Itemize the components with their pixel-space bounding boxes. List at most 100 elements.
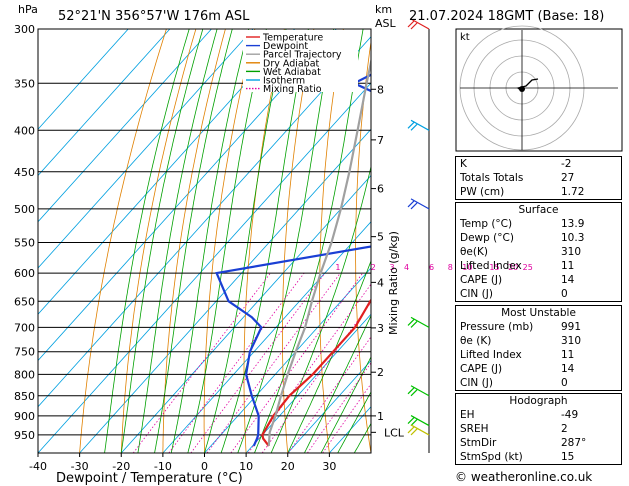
surface-cape-value: 14 (561, 274, 575, 286)
altitude-tick-label: 4 (377, 276, 384, 289)
wet-adiabat-line (187, 29, 267, 453)
dewpoint-line (215, 73, 371, 447)
pressure-tick-label: 600 (14, 267, 35, 280)
isotherm-line (162, 221, 371, 453)
wind-barb (407, 316, 430, 328)
isotherm-line (38, 29, 212, 223)
x-tick-label: -40 (29, 460, 47, 473)
isotherm-line (38, 82, 371, 453)
k-label: K (460, 158, 467, 170)
mixing-ratio-line (247, 283, 371, 453)
pressure-tick-label: 450 (14, 166, 35, 179)
pressure-tick-label: 350 (14, 77, 35, 90)
wind-barbs (407, 18, 430, 453)
temperature-line (261, 298, 371, 447)
pressure-unit: hPa (18, 3, 38, 16)
surface-li-value: 11 (561, 260, 575, 272)
mixing-ratio-label: 4 (404, 263, 409, 272)
mu-li-label: Lifted Index (460, 349, 522, 361)
legend-item: Temperature (262, 33, 323, 44)
altitude-tick-label: 3 (377, 322, 384, 335)
parcel-trajectory-line (267, 56, 371, 446)
isotherm-line (204, 267, 371, 453)
surface-dewp-label: Dewp (°C) (460, 232, 514, 244)
mu-theta-value: 310 (561, 335, 582, 347)
dry-adiabat-line (203, 29, 256, 453)
surface-title: Surface (518, 204, 559, 216)
pw-label: PW (cm) (460, 186, 505, 198)
sreh-value: 2 (561, 423, 568, 435)
surface-temp-value: 13.9 (561, 218, 585, 230)
x-tick-label: 0 (201, 460, 208, 473)
mixing-ratio-label: 1 (335, 263, 340, 272)
axes: -40 -30 -20 -10 0 10 20 30 (29, 453, 336, 473)
wind-barb (407, 198, 430, 210)
surface-theta-value: 310 (561, 246, 582, 258)
profile-series (215, 56, 371, 447)
isotherm-line (245, 313, 371, 453)
surface-cin-value: 0 (561, 288, 568, 300)
wind-barb (407, 415, 430, 427)
mixing-ratio-axis-label: Mixing Ratio (g/kg) (387, 231, 400, 335)
wind-barb (407, 18, 430, 30)
mixing-ratio-label: 10 (462, 263, 472, 272)
wet-adiabat-line (137, 29, 218, 453)
dry-adiabat-line (79, 29, 167, 453)
pressure-tick-label: 500 (14, 203, 35, 216)
stmdir-label: StmDir (460, 437, 497, 449)
mu-cape-value: 14 (561, 363, 575, 375)
pressure-tick-label: 300 (14, 23, 35, 36)
pressure-tick-label: 750 (14, 346, 35, 359)
wet-adiabat-line (337, 391, 371, 453)
legend-item: Isotherm (263, 76, 305, 87)
hodograph-unit: kt (460, 32, 470, 43)
hodograph: kt (455, 25, 623, 152)
pw-value: 1.72 (561, 186, 585, 198)
wet-adiabat-line (320, 356, 371, 453)
km-label: km (375, 3, 392, 16)
mu-theta-label: θe (K) (460, 335, 492, 347)
isotherm-line (38, 29, 254, 269)
mu-li-value: 11 (561, 349, 575, 361)
hodograph-storm-marker (519, 86, 525, 92)
stmspd-value: 15 (561, 451, 575, 463)
altitude-tick-label: 2 (377, 366, 384, 379)
isotherm-line (38, 29, 129, 130)
altitude-tick-label: LCL (384, 426, 405, 439)
sreh-label: SREH (460, 423, 489, 435)
pressure-tick-label: 950 (14, 429, 35, 442)
x-tick-label: 30 (322, 460, 336, 473)
wet-adiabat-line (120, 29, 204, 453)
altitude-tick-label: 8 (377, 83, 384, 96)
mixing-ratio-label: 25 (523, 263, 533, 272)
hodograph-params-title: Hodograph (509, 395, 568, 407)
stmdir-value: 287° (561, 437, 587, 449)
hodograph-params-table: Hodograph EH -49 SREH 2 StmDir 287° StmSpd … (455, 393, 622, 465)
wind-barb (407, 385, 430, 397)
x-tick-label: -20 (112, 460, 130, 473)
mixing-ratio-label: 3 (389, 263, 394, 272)
pressure-tick-label: 700 (14, 321, 35, 334)
eh-value: -49 (561, 409, 579, 421)
valid-time: 21.07.2024 18GMT (Base: 18) (409, 9, 604, 24)
mixing-ratio-label: 6 (429, 263, 434, 272)
location-title: 52°21'N 356°57'W 176m ASL (58, 9, 250, 24)
mixing-ratio-label: 2 (371, 263, 376, 272)
isotherm-line (38, 29, 296, 315)
mixing-ratio-label: 8 (448, 263, 453, 272)
mu-cin-label: CIN (J) (460, 377, 493, 389)
mixing-ratio-label: 15 (489, 263, 499, 272)
k-value: -2 (561, 158, 572, 170)
altitude-tick-label: 6 (377, 183, 384, 196)
isotherm-line (38, 29, 171, 177)
most-unstable-table: Most Unstable Pressure (mb) 991 θe (K) 310… (455, 305, 622, 391)
x-axis-label: Dewpoint / Temperature (°C) (56, 471, 243, 486)
eh-label: EH (460, 409, 475, 421)
surface-dewp-value: 10.3 (561, 232, 585, 244)
mu-cape-label: CAPE (J) (460, 363, 503, 375)
surface-theta-label: θe(K) (460, 246, 488, 258)
legend-item: Parcel Trajectory (263, 50, 342, 61)
isotherm-line (287, 359, 371, 453)
